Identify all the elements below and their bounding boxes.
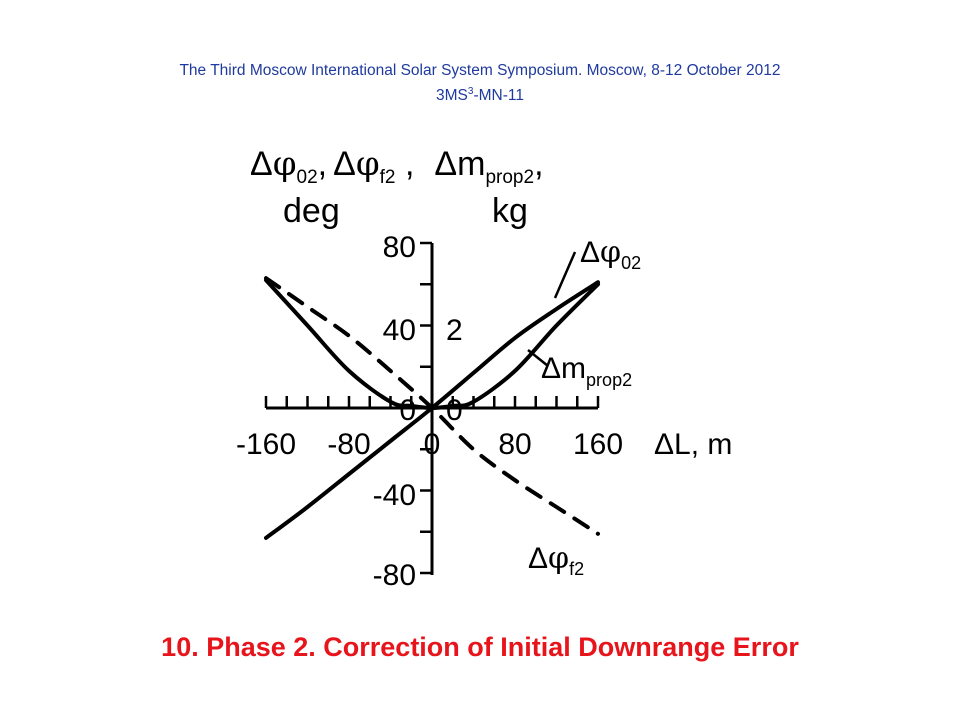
x-tick-label-80: 80 [498,428,531,461]
paper-code-prefix: 3MS [436,87,468,105]
slide-title: 10. Phase 2. Correction of Initial Downr… [161,632,799,662]
paper-code: 3MS3-MN-11 [0,81,960,106]
x-tick-label-minus-160: -160 [236,428,296,461]
y-tick-label-40: 40 [383,314,416,347]
y-tick-label-80: 80 [383,231,416,264]
series-line-mprop2 [264,278,600,411]
header: The Third Moscow International Solar Sys… [0,60,960,106]
x-tick-label-0: 0 [424,428,441,461]
y-tick-label-minus-40: -40 [373,479,416,512]
x-tick-label-minus-80: -80 [327,428,370,461]
leader-line-phi02 [553,251,577,299]
paper-code-suffix: -MN-11 [473,87,524,105]
y-axis-label: Δφ02, Δφf2 , Δmprop2, [250,144,544,188]
conference-title: The Third Moscow International Solar Sys… [179,62,781,79]
x-tick-label-160: 160 [573,428,623,461]
y-tick-label-0: 0 [399,394,416,427]
leader-line-mprop2 [527,349,549,367]
y2-tick-label-0: 0 [446,394,463,427]
y-axis-unit-right: kg [492,192,528,230]
series-label-mprop2: Δmprop2 [541,352,632,390]
y2-tick-label-2: 2 [446,314,463,347]
series-label-phi02: Δφ02 [580,235,641,273]
paper-code-sup: 3 [467,86,474,97]
x-axis-label: ΔL, m [654,428,732,461]
y-axis-unit-left: deg [283,192,340,230]
series-group [264,276,600,540]
y-tick-label-minus-80: -80 [373,559,416,592]
series-label-phif2: Δφf2 [528,541,584,579]
